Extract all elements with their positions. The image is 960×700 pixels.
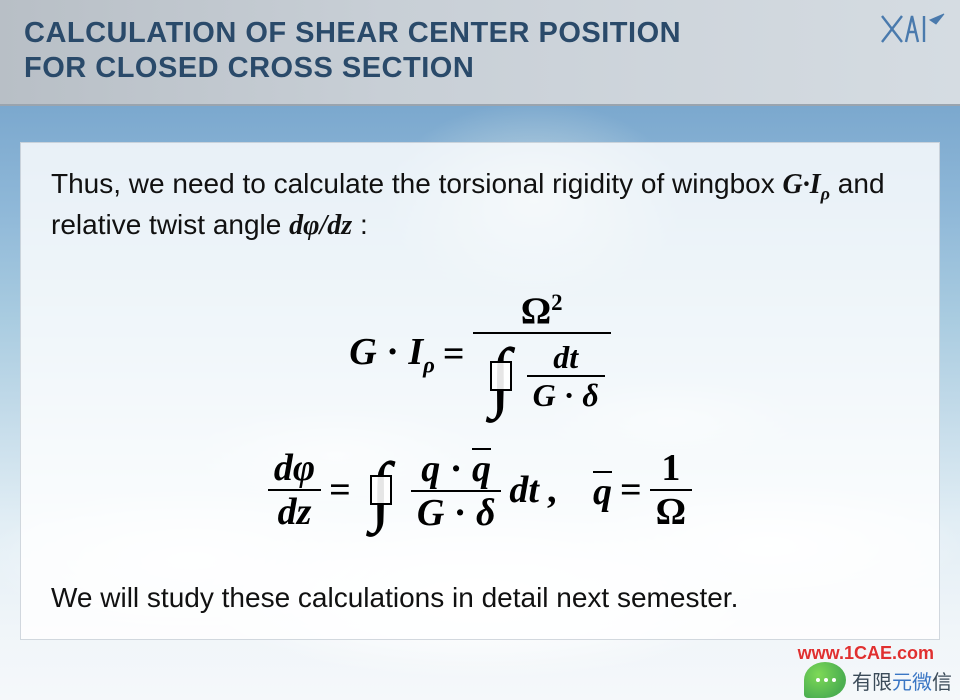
equation-2: dφ dz = ∫ q · q G · δ dt , q = [268,446,692,534]
eq2-rhs-frac: 1 Ω [650,447,692,533]
eq2-equals-2: = [620,468,642,512]
watermark-chat-text: 有限元微信 [852,666,952,695]
slide-title: CALCULATION OF SHEAR CENTER POSITION FOR… [24,16,936,86]
var-GIrho: G·Iρ [783,169,831,200]
wechat-icon [804,662,846,698]
equation-1: G · Iρ = Ω2 ∫ dt G · δ [349,290,611,419]
eq1-rhs-frac: Ω2 ∫ dt G · δ [473,290,611,419]
eq1-equals: = [443,332,465,376]
intro-suffix: : [352,209,368,240]
eq2-integrand-frac: q · q G · δ [411,446,502,534]
watermark-url: www.1CAE.com [798,643,934,664]
xai-logo-icon [878,10,946,48]
eq2-comma: , [547,468,585,512]
content-panel: Thus, we need to calculate the torsional… [20,142,940,640]
intro-prefix: Thus, we need to calculate the torsional… [51,168,783,199]
var-dphidz: dφ/dz [289,210,352,241]
eq2-lhs-frac: dφ dz [268,447,321,533]
intro-text: Thus, we need to calculate the torsional… [51,165,909,245]
eq2-dt: dt [509,468,539,512]
equation-block: G · Iρ = Ω2 ∫ dt G · δ [51,245,909,579]
eq1-lhs: G · Iρ [349,330,435,379]
eq2-qbar: q [593,471,612,510]
watermark-wechat: 有限元微信 [804,662,952,698]
title-line-2: FOR CLOSED CROSS SECTION [24,52,474,84]
slide-header: CALCULATION OF SHEAR CENTER POSITION FOR… [0,0,960,106]
eq2-equals-1: = [329,468,351,512]
contour-integral-icon: ∫ [359,450,403,530]
title-line-1: CALCULATION OF SHEAR CENTER POSITION [24,17,681,49]
outro-text: We will study these calculations in deta… [51,579,909,617]
contour-integral-icon: ∫ [479,336,523,416]
